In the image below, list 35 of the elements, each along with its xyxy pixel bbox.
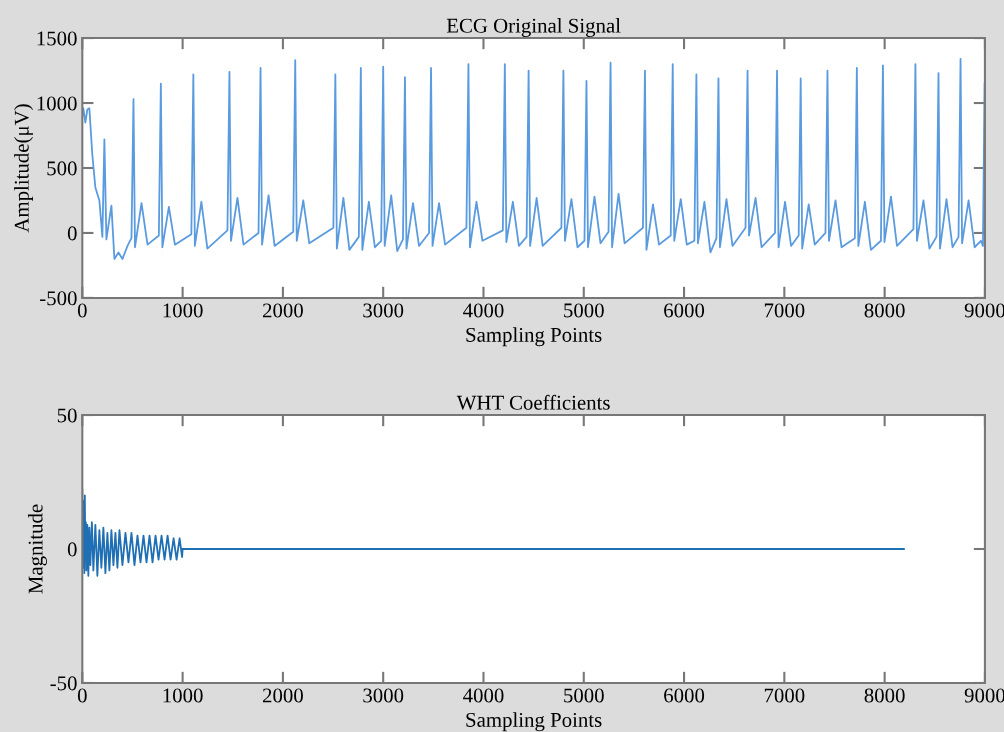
x-tick-label: 0 <box>77 688 87 703</box>
x-tick-label: 5000 <box>564 303 604 318</box>
line-series <box>82 57 985 260</box>
x-tick-label: 6000 <box>664 688 705 703</box>
x-tick-label: 8000 <box>864 303 905 318</box>
y-tick-label: 0 <box>67 226 77 241</box>
x-tick-label: 2000 <box>262 688 303 703</box>
x-tick-label: 4000 <box>463 688 504 703</box>
y-tick-label: 500 <box>47 161 77 176</box>
chart-title: WHT Coefficients <box>456 394 610 410</box>
x-tick-label: 7000 <box>764 303 805 318</box>
y-tick-label: 0 <box>67 542 77 557</box>
y-tick-label: 50 <box>57 408 77 423</box>
x-axis-title: Sampling Points <box>466 327 602 347</box>
x-tick-label: 1000 <box>163 688 203 703</box>
x-tick-label: 9000 <box>964 688 1004 703</box>
x-tick-label: 6000 <box>664 303 705 318</box>
y-tick-label: -50 <box>50 676 77 691</box>
y-tick-label: 1000 <box>37 96 77 111</box>
x-tick-label: 7000 <box>764 688 805 703</box>
y-tick-label: 1500 <box>37 31 77 46</box>
y-axis-title: Magnitude <box>27 504 47 594</box>
chart-title: ECG Original Signal <box>446 18 621 37</box>
x-tick-label: 3000 <box>363 303 404 318</box>
x-tick-label: 9000 <box>964 303 1004 318</box>
x-tick-label: 8000 <box>864 688 905 703</box>
x-tick-label: 3000 <box>363 688 404 703</box>
x-tick-label: 0 <box>77 303 87 318</box>
x-tick-label: 2000 <box>262 303 303 318</box>
x-tick-label: 4000 <box>463 303 504 318</box>
y-axis-title: Amplitude(μV) <box>14 104 34 233</box>
x-axis-title: Sampling Points <box>466 712 602 732</box>
y-tick-label: -500 <box>40 291 77 306</box>
x-tick-label: 1000 <box>163 303 203 318</box>
x-tick-label: 5000 <box>564 688 604 703</box>
